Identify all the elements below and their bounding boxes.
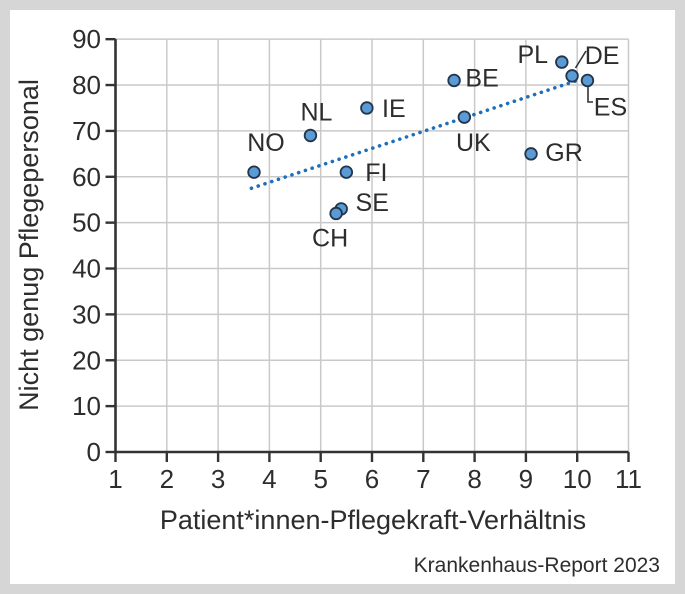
data-point-nl [303,128,318,143]
y-tick-label: 0 [87,437,101,467]
point-label-fi: FI [365,159,387,187]
y-tick-label: 10 [72,391,101,421]
data-point-be [447,73,461,88]
data-point-pl [555,55,569,69]
point-label-uk: UK [456,129,491,157]
y-axis-title: Nicht genug Pflegepersonal [14,79,44,411]
x-tick-label: 6 [365,464,379,494]
y-tick-label: 90 [72,24,101,54]
x-tick-label: 10 [563,464,592,494]
point-label-nl: NL [300,98,332,126]
x-tick-label: 2 [160,464,174,494]
callout-line-de [574,50,587,69]
x-axis-title: Patient*innen-Pflegekraft-Verhältnis [160,505,586,535]
data-point-no [247,165,261,179]
point-label-gr: GR [545,139,583,167]
data-point-fi [339,165,354,179]
data-point-es [580,73,595,88]
data-point-uk [457,110,472,124]
trend-line [249,78,580,191]
point-layer: NO NL SE CH FI IE BE UK GR PL DE ES [247,41,627,252]
point-label-es: ES [594,93,627,121]
y-tick-label: 20 [72,345,101,375]
x-tick-label: 4 [262,464,276,494]
data-point-de [565,69,579,83]
x-tick-label: 11 [615,464,642,494]
trend-layer [249,78,580,191]
y-tick-label: 70 [72,116,101,146]
point-label-be: BE [465,64,498,92]
x-tick-label: 7 [416,464,430,494]
data-point-ie [360,101,374,115]
x-tick-label: 8 [467,464,481,494]
y-tick-label: 40 [72,254,101,284]
axis-layer: 1 2 3 4 5 6 7 8 9 10 11 0 10 20 30 40 50 60 70 80 90 [72,24,642,494]
grid-layer [115,38,630,452]
point-label-se: SE [356,189,389,217]
data-point-gr [524,147,538,161]
x-tick-label: 3 [211,464,225,494]
callout-line-es [587,84,593,103]
y-tick-label: 50 [72,208,101,238]
point-label-no: NO [247,129,285,157]
point-label-ch: CH [312,224,348,252]
x-tick-label: 5 [313,464,327,494]
y-tick-label: 60 [72,162,101,192]
point-label-de: DE [585,42,620,70]
point-label-ie: IE [382,95,406,123]
y-tick-label: 80 [72,70,101,100]
x-tick-label: 1 [108,464,122,494]
data-point-ch [329,206,343,221]
y-tick-label: 30 [72,299,101,329]
figure-caption: Krankenhaus-Report 2023 [414,554,660,577]
point-label-pl: PL [518,41,549,69]
x-tick-label: 9 [519,464,533,494]
